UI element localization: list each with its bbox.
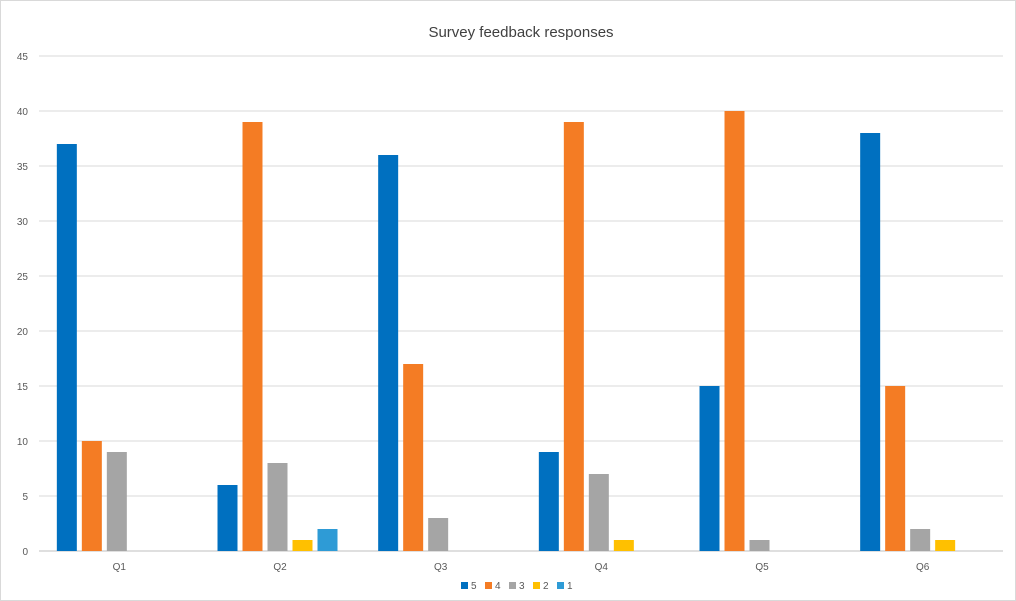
bar-Q4-series-3 — [588, 474, 609, 551]
legend-label: 1 — [567, 581, 573, 592]
x-tick-label: Q5 — [755, 562, 769, 573]
bar-Q3-series-3 — [428, 518, 449, 551]
y-tick-label: 45 — [17, 52, 29, 63]
legend-label: 3 — [519, 581, 525, 592]
y-tick-label: 15 — [17, 382, 29, 393]
legend-swatch-1 — [557, 582, 564, 589]
y-tick-label: 25 — [17, 272, 29, 283]
bar-Q5-series-3 — [749, 540, 770, 551]
legend: 5 4 3 2 1 — [461, 581, 573, 592]
bar-Q2-series-2 — [292, 540, 313, 551]
y-tick-label: 35 — [17, 162, 29, 173]
gridlines — [39, 55, 1003, 552]
bar-Q2-series-3 — [267, 463, 288, 551]
bar-Q5-series-5 — [699, 386, 720, 551]
bar-Q3-series-4 — [403, 364, 424, 551]
bar-Q6-series-5 — [860, 133, 881, 551]
bar-Q2-series-4 — [242, 122, 263, 551]
legend-swatch-2 — [533, 582, 540, 589]
x-tick-label: Q1 — [113, 562, 127, 573]
x-tick-label: Q3 — [434, 562, 448, 573]
legend-label: 4 — [495, 581, 501, 592]
legend-swatch-3 — [509, 582, 516, 589]
legend-label: 5 — [471, 581, 477, 592]
x-tick-label: Q2 — [273, 562, 287, 573]
x-tick-label: Q6 — [916, 562, 930, 573]
bar-Q4-series-2 — [613, 540, 634, 551]
bar-Q3-series-5 — [378, 155, 399, 551]
bar-Q6-series-2 — [935, 540, 956, 551]
bars — [56, 111, 956, 551]
bar-Q4-series-4 — [563, 122, 584, 551]
x-axis-ticks: Q1 Q2 Q3 Q4 Q5 Q6 — [113, 562, 930, 573]
legend-swatch-5 — [461, 582, 468, 589]
bar-Q6-series-3 — [910, 529, 931, 551]
y-tick-label: 30 — [17, 217, 29, 228]
y-tick-label: 0 — [22, 547, 28, 558]
bar-Q2-series-1 — [317, 529, 338, 551]
y-tick-label: 40 — [17, 107, 29, 118]
bar-Q1-series-3 — [106, 452, 127, 551]
legend-swatch-4 — [485, 582, 492, 589]
bar-Q4-series-5 — [538, 452, 559, 551]
bar-Q1-series-4 — [81, 441, 102, 551]
x-tick-label: Q4 — [595, 562, 609, 573]
y-axis-ticks: 0 5 10 15 20 25 30 35 40 45 — [17, 52, 29, 558]
bar-Q2-series-5 — [217, 485, 238, 551]
y-tick-label: 5 — [22, 492, 28, 503]
bar-Q5-series-4 — [724, 111, 745, 551]
chart-title: Survey feedback responses — [428, 24, 613, 41]
y-tick-label: 10 — [17, 437, 29, 448]
legend-label: 2 — [543, 581, 549, 592]
y-tick-label: 20 — [17, 327, 29, 338]
bar-Q6-series-4 — [885, 386, 906, 551]
bar-Q1-series-5 — [56, 144, 77, 551]
